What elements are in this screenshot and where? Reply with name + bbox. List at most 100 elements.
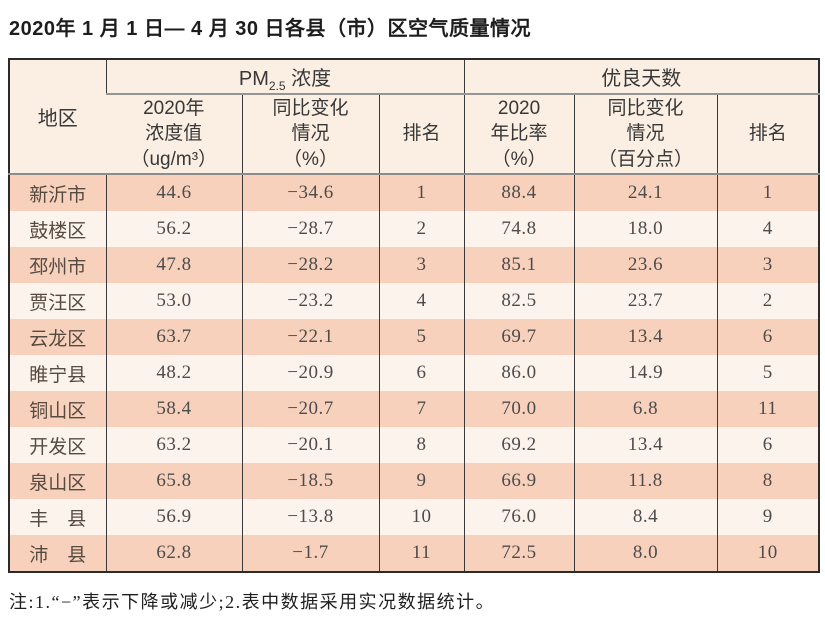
table-row: 邳州市 47.8 −28.2 3 85.1 23.6 3	[9, 247, 820, 283]
value-cell: 13.4	[573, 427, 718, 463]
value-cell: 53.0	[105, 283, 242, 319]
value-cell: 8	[716, 463, 820, 499]
value-cell: −20.9	[241, 355, 379, 391]
column-header-yoy-change-points: 同比变化 情况 （百分点）	[573, 94, 718, 175]
region-cell: 新沂市	[9, 174, 106, 211]
value-cell: 9	[716, 499, 820, 535]
column-header-yoy-change-pct: 同比变化 情况 （%）	[241, 94, 379, 175]
table-row: 睢宁县 48.2 −20.9 6 86.0 14.9 5	[9, 355, 820, 391]
table-row: 开发区 63.2 −20.1 8 69.2 13.4 6	[9, 427, 820, 463]
value-cell: 86.0	[463, 355, 575, 391]
value-cell: 47.8	[105, 247, 242, 283]
value-cell: −34.6	[241, 174, 379, 211]
region-cell: 睢宁县	[9, 355, 106, 391]
value-cell: 63.7	[105, 319, 242, 355]
value-cell: −28.2	[241, 247, 379, 283]
column-header-2020-concentration: 2020年 浓度值 （ug/m³）	[106, 94, 242, 175]
value-cell: 8.0	[573, 535, 718, 572]
header-group-row: 地区 PM2.5 浓度 优良天数	[9, 59, 820, 175]
region-cell: 铜山区	[9, 391, 106, 427]
value-cell: 23.7	[573, 283, 718, 319]
value-cell: 5	[378, 319, 465, 355]
footnote: 注:1.“−”表示下降或减少;2.表中数据采用实况数据统计。	[9, 592, 496, 612]
value-cell: 1	[716, 174, 820, 211]
value-cell: 23.6	[573, 247, 718, 283]
column-header-good-days-rank: 排名	[716, 94, 820, 175]
value-cell: 13.4	[573, 319, 718, 355]
column-header-pm25-rank: 排名	[378, 94, 465, 175]
region-cell: 泉山区	[9, 463, 106, 499]
value-cell: −23.2	[241, 283, 379, 319]
value-cell: −28.7	[241, 211, 379, 247]
value-cell: 2	[378, 211, 465, 247]
value-cell: 72.5	[463, 535, 575, 572]
table-row: 泉山区 65.8 −18.5 9 66.9 11.8 8	[9, 463, 820, 499]
header-sub-row: 2020年 浓度值 （ug/m³） 同比变化 情况 （%） 排名 2020 年比…	[9, 94, 820, 175]
value-cell: 63.2	[105, 427, 242, 463]
value-cell: 48.2	[105, 355, 242, 391]
table-header: 地区 PM2.5 浓度 优良天数 2020年 浓度值 （ug/m³） 同比变化 …	[9, 59, 820, 175]
value-cell: 2	[716, 283, 820, 319]
value-cell: 76.0	[463, 499, 575, 535]
air-quality-table: 地区 PM2.5 浓度 优良天数 2020年 浓度值 （ug/m³） 同比变化 …	[8, 58, 821, 573]
region-cell: 开发区	[9, 427, 106, 463]
value-cell: 6.8	[573, 391, 718, 427]
value-cell: −20.7	[241, 391, 379, 427]
value-cell: −1.7	[241, 535, 379, 572]
value-cell: 1	[378, 174, 465, 211]
value-cell: 14.9	[573, 355, 718, 391]
pm25-label-subscript: 2.5	[268, 79, 286, 93]
table-row: 新沂市 44.6 −34.6 1 88.4 24.1 1	[9, 174, 820, 211]
value-cell: 62.8	[105, 535, 242, 572]
value-cell: 88.4	[463, 174, 575, 211]
value-cell: −20.1	[241, 427, 379, 463]
value-cell: 56.2	[105, 211, 242, 247]
table-body: 新沂市 44.6 −34.6 1 88.4 24.1 1 鼓楼区 56.2 −28.7 2 74.8 1…	[9, 174, 820, 572]
value-cell: 18.0	[573, 211, 718, 247]
value-cell: 69.2	[463, 427, 575, 463]
table-row: 丰 县 56.9 −13.8 10 76.0 8.4 9	[9, 499, 820, 535]
value-cell: 6	[716, 319, 820, 355]
value-cell: 74.8	[463, 211, 575, 247]
table-row: 云龙区 63.7 −22.1 5 69.7 13.4 6	[9, 319, 820, 355]
value-cell: 24.1	[573, 174, 718, 211]
value-cell: 82.5	[463, 283, 575, 319]
region-cell: 贾汪区	[9, 283, 106, 319]
region-cell: 沛 县	[9, 535, 106, 572]
region-cell: 丰 县	[9, 499, 106, 535]
value-cell: 11	[378, 535, 465, 572]
region-cell: 云龙区	[9, 319, 106, 355]
value-cell: 85.1	[463, 247, 575, 283]
value-cell: −18.5	[241, 463, 379, 499]
value-cell: 69.7	[463, 319, 575, 355]
column-header-region: 地区	[9, 59, 106, 175]
pm25-label-prefix: PM	[238, 68, 269, 90]
value-cell: 66.9	[463, 463, 575, 499]
value-cell: 4	[378, 283, 465, 319]
value-cell: 5	[716, 355, 820, 391]
column-group-pm25: PM2.5 浓度	[105, 59, 465, 95]
value-cell: 7	[378, 391, 465, 427]
value-cell: 9	[378, 463, 465, 499]
column-group-good-days: 优良天数	[463, 59, 820, 95]
value-cell: 4	[716, 211, 820, 247]
table-row: 贾汪区 53.0 −23.2 4 82.5 23.7 2	[9, 283, 820, 319]
value-cell: 3	[378, 247, 465, 283]
value-cell: −13.8	[241, 499, 379, 535]
value-cell: 11	[716, 391, 820, 427]
value-cell: 44.6	[105, 174, 242, 211]
value-cell: 6	[378, 355, 465, 391]
value-cell: 70.0	[463, 391, 575, 427]
table-row: 鼓楼区 56.2 −28.7 2 74.8 18.0 4	[9, 211, 820, 247]
value-cell: 8.4	[573, 499, 718, 535]
value-cell: 65.8	[105, 463, 242, 499]
pm25-label-suffix: 浓度	[285, 68, 332, 90]
value-cell: 11.8	[573, 463, 718, 499]
value-cell: 56.9	[105, 499, 242, 535]
value-cell: 10	[716, 535, 820, 572]
value-cell: −22.1	[241, 319, 379, 355]
region-cell: 邳州市	[9, 247, 106, 283]
page-title: 2020年 1 月 1 日— 4 月 30 日各县（市）区空气质量情况	[9, 18, 532, 40]
value-cell: 58.4	[105, 391, 242, 427]
table-row: 铜山区 58.4 −20.7 7 70.0 6.8 11	[9, 391, 820, 427]
